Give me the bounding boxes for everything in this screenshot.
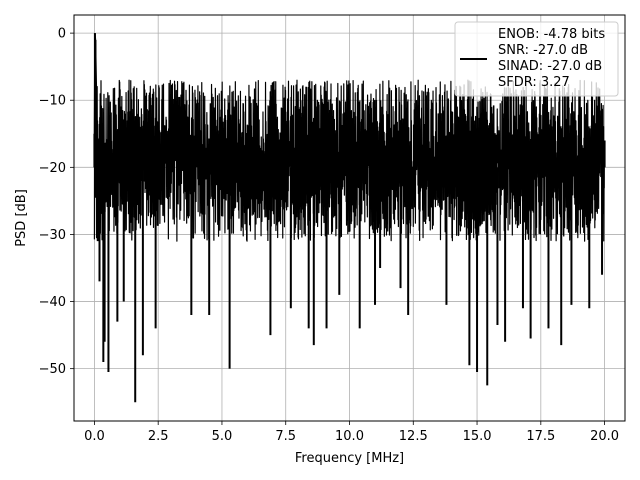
legend-entry-sinad: SINAD: -27.0 dB [498, 59, 602, 74]
x-tick-label: 12.5 [399, 429, 428, 444]
y-axis-label: PSD [dB] [14, 189, 29, 247]
psd-noise-trace [93, 79, 606, 242]
axis-ticks: 0.0 2.5 5.0 7.5 10.0 12.5 15.0 17.5 20.0 0 −10 −20 −… [39, 27, 620, 444]
plot-area [93, 33, 606, 403]
y-tick-label: −30 [39, 228, 66, 243]
x-axis-label: Frequency [MHz] [295, 451, 404, 466]
x-tick-label: 2.5 [148, 429, 169, 444]
x-tick-label: 0.0 [84, 429, 105, 444]
legend-entry-enob: ENOB: -4.78 bits [498, 27, 605, 42]
legend: ENOB: -4.78 bits SNR: -27.0 dB SINAD: -2… [454, 21, 619, 97]
y-tick-label: −40 [39, 295, 66, 310]
x-tick-label: 5.0 [212, 429, 233, 444]
x-tick-label: 17.5 [526, 429, 555, 444]
legend-box [454, 21, 619, 97]
x-tick-label: 10.0 [335, 429, 364, 444]
y-tick-label: −50 [39, 362, 66, 377]
y-tick-label: 0 [58, 27, 66, 42]
axes-frame [73, 14, 626, 422]
x-tick-label: 7.5 [275, 429, 296, 444]
x-tick-label: 20.0 [590, 429, 619, 444]
x-tick-label: 15.0 [463, 429, 492, 444]
y-tick-label: −10 [39, 94, 66, 109]
psd-dc-spike [93, 33, 98, 154]
legend-entry-snr: SNR: -27.0 dB [498, 43, 588, 58]
y-tick-label: −20 [39, 161, 66, 176]
legend-entry-sfdr: SFDR: 3.27 [498, 75, 570, 90]
